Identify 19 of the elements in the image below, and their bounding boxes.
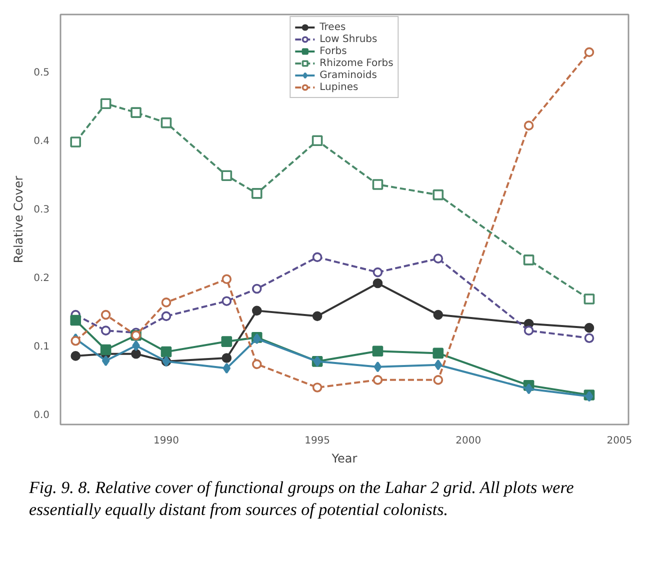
x-tick-label: 1995	[304, 436, 330, 446]
legend-label: Rhizome Forbs	[320, 57, 394, 69]
x-tick-label: 2000	[456, 436, 482, 446]
x-tick-label: 1990	[154, 436, 179, 446]
y-tick-label: 0.5	[34, 67, 50, 78]
legend-label: Graminoids	[320, 69, 377, 81]
legend-label: Low Shrubs	[320, 33, 378, 45]
x-tick-label: 2005	[606, 436, 632, 446]
x-axis-title: Year	[330, 452, 358, 466]
y-tick-label: 0.2	[34, 273, 50, 284]
caption: Fig. 9. 8. Relative cover of functional groups on the Lahar 2 grid. All plots were essentially equally distant from sources of potential colonists.	[28, 477, 575, 522]
legend-label: Forbs	[320, 45, 347, 57]
y-tick-label: 0.1	[34, 342, 50, 353]
y-tick-label: 0.0	[34, 410, 50, 422]
y-tick-label: 0.4	[34, 136, 50, 147]
legend-label: Lupines	[320, 81, 358, 93]
y-tick-label: 0.3	[34, 204, 50, 216]
legend-label: Trees	[320, 21, 346, 33]
y-axis-title: Relative Cover	[12, 176, 26, 264]
